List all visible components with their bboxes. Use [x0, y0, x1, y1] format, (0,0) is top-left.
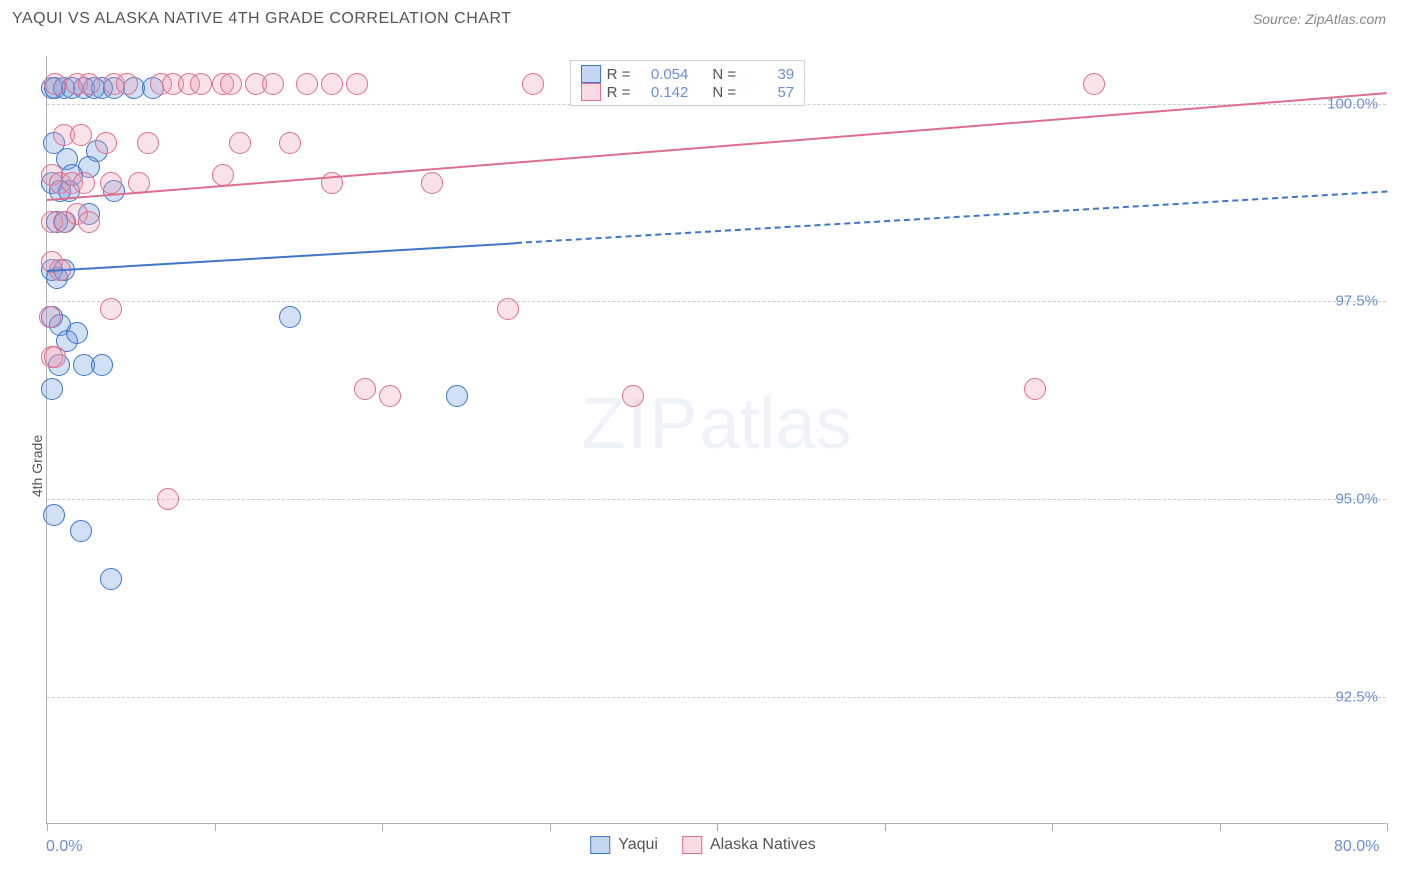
scatter-point — [137, 132, 159, 154]
legend-label: Yaqui — [618, 836, 658, 854]
scatter-point — [41, 378, 63, 400]
scatter-point — [190, 73, 212, 95]
bottom-legend: Yaqui Alaska Natives — [590, 836, 816, 854]
x-tick — [1387, 823, 1388, 831]
scatter-point — [212, 164, 234, 186]
scatter-point — [1024, 378, 1046, 400]
x-tick — [717, 823, 718, 831]
n-label: N = — [712, 66, 736, 83]
scatter-point — [229, 132, 251, 154]
x-tick — [1220, 823, 1221, 831]
legend-swatch — [590, 836, 610, 854]
trend-line — [47, 242, 516, 272]
y-tick-label: 92.5% — [1335, 689, 1378, 706]
legend-label: Alaska Natives — [710, 836, 816, 854]
n-value: 39 — [742, 66, 794, 83]
scatter-point — [78, 211, 100, 233]
scatter-point — [91, 354, 113, 376]
scatter-point — [73, 172, 95, 194]
y-axis-label: 4th Grade — [29, 435, 45, 497]
r-value: 0.142 — [636, 84, 688, 101]
stats-legend: R = 0.054 N = 39 R = 0.142 N = 57 — [570, 60, 806, 106]
chart-container: 4th Grade ZIPatlas 92.5%95.0%97.5%100.0%… — [0, 40, 1406, 892]
scatter-point — [321, 73, 343, 95]
chart-header: YAQUI VS ALASKA NATIVE 4TH GRADE CORRELA… — [0, 0, 1406, 34]
scatter-point — [379, 385, 401, 407]
scatter-point — [66, 322, 88, 344]
r-label: R = — [607, 66, 631, 83]
y-tick-label: 95.0% — [1335, 491, 1378, 508]
scatter-point — [70, 124, 92, 146]
stats-legend-row: R = 0.054 N = 39 — [581, 65, 795, 83]
gridline-h — [47, 301, 1386, 302]
stats-legend-row: R = 0.142 N = 57 — [581, 83, 795, 101]
scatter-point — [44, 346, 66, 368]
scatter-point — [279, 132, 301, 154]
y-tick-label: 97.5% — [1335, 293, 1378, 310]
scatter-point — [100, 298, 122, 320]
scatter-point — [78, 73, 100, 95]
x-tick — [215, 823, 216, 831]
scatter-point — [497, 298, 519, 320]
x-tick — [1052, 823, 1053, 831]
n-label: N = — [712, 84, 736, 101]
chart-title: YAQUI VS ALASKA NATIVE 4TH GRADE CORRELA… — [12, 10, 511, 28]
scatter-point — [100, 172, 122, 194]
r-label: R = — [607, 84, 631, 101]
scatter-point — [296, 73, 318, 95]
legend-swatch — [682, 836, 702, 854]
gridline-h — [47, 499, 1386, 500]
scatter-point — [622, 385, 644, 407]
source-label: Source: ZipAtlas.com — [1253, 11, 1386, 27]
r-value: 0.054 — [636, 66, 688, 83]
legend-swatch — [581, 65, 601, 83]
legend-item: Yaqui — [590, 836, 658, 854]
x-axis-min-label: 0.0% — [46, 838, 82, 856]
scatter-point — [44, 73, 66, 95]
scatter-point — [39, 306, 61, 328]
gridline-h — [47, 697, 1386, 698]
scatter-point — [157, 488, 179, 510]
legend-item: Alaska Natives — [682, 836, 816, 854]
scatter-point — [279, 306, 301, 328]
scatter-point — [116, 73, 138, 95]
scatter-point — [522, 73, 544, 95]
scatter-point — [262, 73, 284, 95]
trend-line — [516, 191, 1387, 244]
x-tick — [47, 823, 48, 831]
scatter-point — [43, 504, 65, 526]
x-tick — [550, 823, 551, 831]
legend-swatch — [581, 83, 601, 101]
scatter-point — [346, 73, 368, 95]
x-tick — [382, 823, 383, 831]
scatter-point — [354, 378, 376, 400]
scatter-point — [446, 385, 468, 407]
scatter-point — [100, 568, 122, 590]
scatter-point — [95, 132, 117, 154]
scatter-point — [70, 520, 92, 542]
n-value: 57 — [742, 84, 794, 101]
scatter-point — [421, 172, 443, 194]
x-tick — [885, 823, 886, 831]
plot-area: ZIPatlas 92.5%95.0%97.5%100.0%R =0.054N … — [46, 56, 1386, 824]
x-axis-max-label: 80.0% — [1334, 838, 1379, 856]
scatter-point — [220, 73, 242, 95]
scatter-point — [1083, 73, 1105, 95]
